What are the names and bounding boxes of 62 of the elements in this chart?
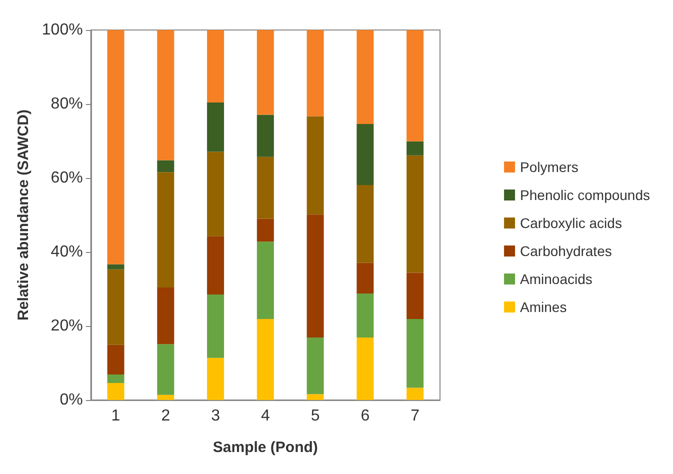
bar [207, 152, 224, 236]
bar [356, 337, 374, 400]
y-tick-label: 80% [50, 96, 83, 112]
bar [157, 172, 174, 288]
bar [356, 262, 374, 294]
bar [406, 388, 424, 400]
x-tick-label: 4 [260, 408, 270, 424]
bar [107, 30, 124, 264]
x-tick-label: 2 [161, 408, 170, 424]
bar [306, 337, 324, 394]
bar [306, 30, 324, 116]
legend-label: Polymers [520, 159, 578, 175]
bar [157, 160, 174, 172]
y-tick-label: 100% [42, 22, 83, 38]
bar [406, 272, 424, 319]
legend-label: Aminoacids [520, 271, 592, 287]
bar [406, 141, 424, 156]
bar [356, 293, 374, 338]
bar [207, 294, 224, 358]
bar [157, 288, 174, 344]
bar [306, 394, 324, 400]
bar [256, 30, 274, 115]
legend-label: Phenolic compounds [520, 187, 650, 203]
bar [406, 155, 424, 273]
bar [256, 114, 274, 157]
bar [256, 156, 274, 219]
x-tick-label: 7 [410, 408, 420, 424]
legend-label: Carboxylic acids [520, 215, 622, 231]
bar [356, 30, 374, 124]
bar [356, 185, 374, 263]
bar [306, 116, 324, 215]
bar [107, 374, 124, 383]
y-tick-label: 20% [50, 318, 83, 334]
bar [207, 102, 224, 152]
y-tick-label: 0% [60, 392, 83, 408]
bar [207, 358, 224, 400]
x-tick-label: 5 [310, 408, 320, 424]
bar [406, 30, 424, 142]
bar [256, 218, 274, 242]
bar [107, 344, 124, 374]
bar [107, 269, 124, 345]
bar [157, 30, 174, 160]
bar [107, 382, 124, 400]
bar [157, 394, 174, 400]
y-tick-label: 60% [50, 170, 83, 186]
x-axis-title: Sample (Pond) [212, 439, 318, 456]
x-tick-label: 3 [211, 408, 220, 424]
legend-label: Carbohydrates [520, 243, 612, 259]
bar [207, 236, 224, 295]
bar [256, 242, 274, 319]
y-axis-title: Relative abundance (SAWCD) [15, 110, 32, 320]
bar [207, 30, 224, 103]
bar [356, 124, 374, 186]
x-tick-label: 1 [111, 408, 120, 424]
bar [157, 344, 174, 395]
bar [107, 264, 124, 270]
bar [306, 214, 324, 338]
bar [256, 318, 274, 400]
x-tick-label: 6 [360, 408, 370, 424]
bar [406, 318, 424, 388]
legend-label: Amines [520, 299, 567, 315]
y-tick-label: 40% [50, 244, 83, 260]
